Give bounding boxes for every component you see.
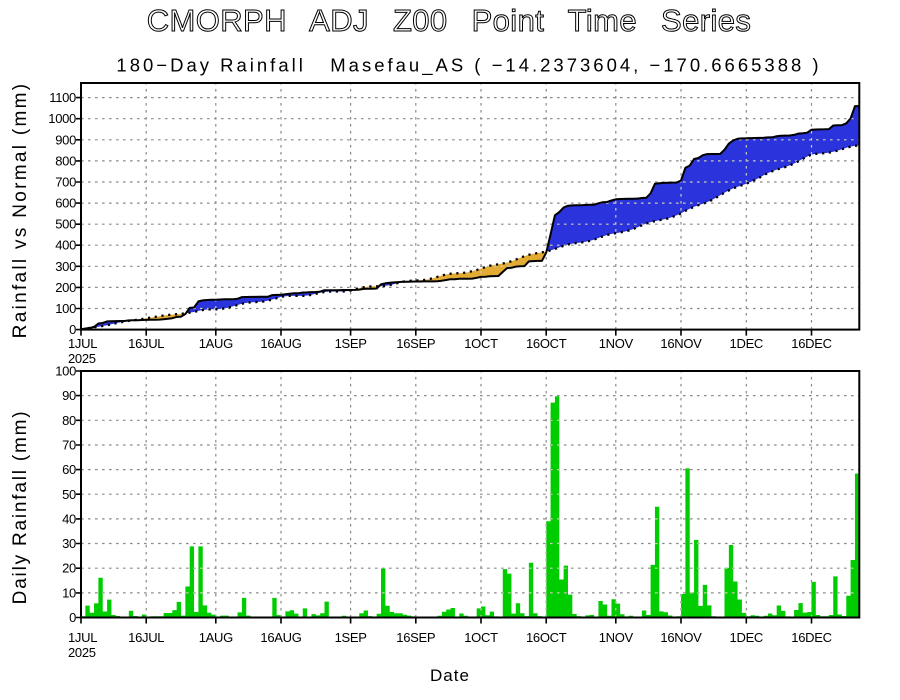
svg-text:2025: 2025 [68, 645, 96, 660]
svg-text:16SEP: 16SEP [396, 630, 435, 645]
svg-text:1AUG: 1AUG [199, 630, 233, 645]
svg-text:1SEP: 1SEP [335, 336, 367, 351]
svg-text:16JUL: 16JUL [128, 336, 164, 351]
svg-text:0: 0 [69, 322, 76, 337]
svg-text:1DEC: 1DEC [730, 336, 763, 351]
svg-text:16NOV: 16NOV [660, 336, 702, 351]
svg-text:1JUL: 1JUL [68, 336, 97, 351]
svg-text:1NOV: 1NOV [599, 336, 634, 351]
svg-text:40: 40 [62, 511, 76, 526]
svg-text:700: 700 [55, 175, 76, 190]
svg-text:1JUL: 1JUL [68, 630, 97, 645]
svg-text:300: 300 [55, 259, 76, 274]
svg-text:20: 20 [62, 561, 76, 576]
svg-text:80: 80 [62, 413, 76, 428]
svg-text:400: 400 [55, 238, 76, 253]
svg-text:200: 200 [55, 280, 76, 295]
svg-text:30: 30 [62, 536, 76, 551]
svg-text:CMORPH ADJ Z00 Point Time Seri: CMORPH ADJ Z00 Point Time Series [147, 3, 752, 38]
svg-text:500: 500 [55, 217, 76, 232]
svg-text:16AUG: 16AUG [260, 630, 301, 645]
svg-text:1SEP: 1SEP [335, 630, 367, 645]
svg-text:16OCT: 16OCT [526, 336, 567, 351]
svg-text:1100: 1100 [49, 90, 76, 105]
svg-text:16DEC: 16DEC [791, 336, 831, 351]
svg-text:16JUL: 16JUL [128, 630, 164, 645]
svg-text:Date: Date [430, 666, 470, 685]
svg-text:50: 50 [62, 487, 76, 502]
svg-text:16AUG: 16AUG [260, 336, 301, 351]
svg-text:60: 60 [62, 462, 76, 477]
svg-text:1OCT: 1OCT [464, 630, 498, 645]
svg-text:600: 600 [55, 196, 76, 211]
svg-text:1000: 1000 [48, 111, 76, 126]
svg-text:16OCT: 16OCT [526, 630, 567, 645]
svg-text:2025: 2025 [68, 351, 96, 366]
svg-text:1OCT: 1OCT [464, 336, 498, 351]
svg-text:90: 90 [62, 388, 76, 403]
svg-text:100: 100 [55, 301, 76, 316]
svg-text:Daily Rainfall (mm): Daily Rainfall (mm) [10, 410, 31, 605]
svg-text:10: 10 [62, 585, 76, 600]
svg-text:0: 0 [69, 610, 76, 625]
svg-text:900: 900 [55, 132, 76, 147]
svg-text:70: 70 [62, 438, 76, 453]
svg-text:1AUG: 1AUG [199, 336, 233, 351]
svg-text:16NOV: 16NOV [660, 630, 702, 645]
svg-text:Rainfall vs Normal (mm): Rainfall vs Normal (mm) [10, 82, 31, 339]
svg-text:16SEP: 16SEP [396, 336, 435, 351]
svg-text:1DEC: 1DEC [730, 630, 763, 645]
svg-text:100: 100 [55, 364, 76, 379]
svg-text:180−Day Rainfall Masefau_AS: 180−Day Rainfall Masefau_AS ( −14.237360… [116, 55, 821, 77]
svg-text:16DEC: 16DEC [791, 630, 831, 645]
svg-text:800: 800 [55, 153, 76, 168]
svg-text:1NOV: 1NOV [599, 630, 634, 645]
